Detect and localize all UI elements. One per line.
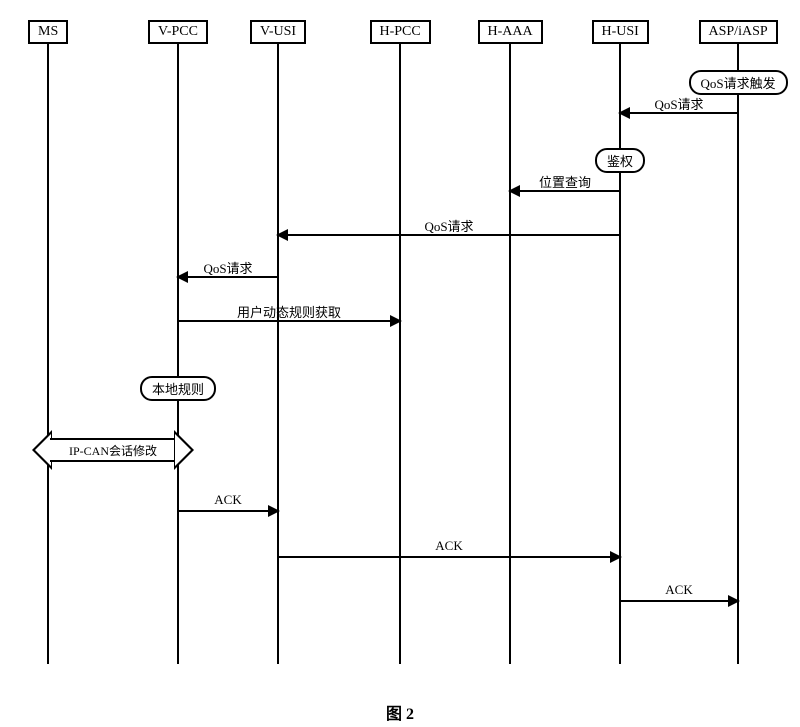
msg-label: QoS请求: [178, 258, 278, 277]
msg-label: ACK: [620, 582, 738, 598]
msg-loc-query: 位置查询: [510, 190, 620, 210]
actor-vpcc: V-PCC: [148, 20, 208, 44]
double-arrow-ipcan-modify: IP-CAN会话修改: [32, 430, 194, 470]
msg-rules-fetch: 用户动态规则获取: [178, 320, 400, 340]
actor-ms: MS: [28, 20, 68, 44]
lifeline-asp: [737, 44, 739, 664]
msg-label: ACK: [278, 538, 620, 554]
msg-qos-req-3: QoS请求: [178, 276, 278, 296]
actor-asp: ASP/iASP: [699, 20, 778, 44]
msg-label: 用户动态规则获取: [178, 302, 400, 321]
arrowhead-icon: [610, 551, 622, 563]
actor-haaa: H-AAA: [478, 20, 543, 44]
msg-qos-req-2: QoS请求: [278, 234, 620, 254]
capsule-qos-trigger: QoS请求触发: [689, 70, 788, 95]
figure-label: 图 2: [0, 700, 800, 724]
arrowhead-icon: [390, 315, 402, 327]
arrowhead-left-icon: [32, 430, 52, 470]
arrowhead-icon: [268, 505, 280, 517]
arrowhead-icon: [508, 185, 520, 197]
arrowhead-icon: [618, 107, 630, 119]
lifeline-vpcc: [177, 44, 179, 664]
msg-ack-3: ACK: [620, 600, 738, 620]
arrowhead-icon: [728, 595, 740, 607]
capsule-auth: 鉴权: [595, 148, 645, 173]
lifeline-ms: [47, 44, 49, 664]
msg-label: QoS请求: [278, 216, 620, 235]
double-arrow-label: IP-CAN会话修改: [50, 438, 176, 462]
capsule-local-rules: 本地规则: [140, 376, 216, 401]
msg-qos-req-1: QoS请求: [620, 112, 738, 132]
arrowhead-icon: [176, 271, 188, 283]
arrowhead-icon: [276, 229, 288, 241]
arrowhead-right-icon: [174, 430, 194, 470]
msg-ack-1: ACK: [178, 510, 278, 530]
actor-husi: H-USI: [592, 20, 649, 44]
msg-ack-2: ACK: [278, 556, 620, 576]
sequence-diagram-canvas: MS V-PCC V-USI H-PCC H-AAA H-USI ASP/iASP QoS请求…: [0, 0, 800, 727]
msg-label: QoS请求: [620, 94, 738, 113]
msg-label: 位置查询: [510, 172, 620, 191]
actor-vusi: V-USI: [250, 20, 306, 44]
actor-hpcc: H-PCC: [370, 20, 431, 44]
msg-label: ACK: [178, 492, 278, 508]
